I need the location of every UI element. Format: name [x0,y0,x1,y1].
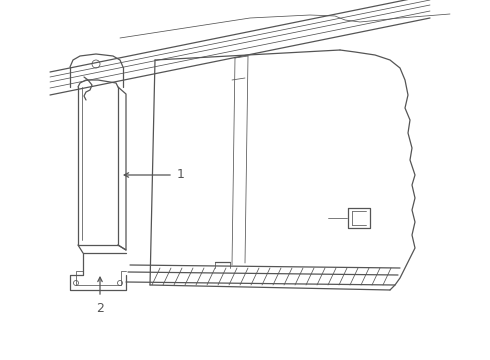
Text: 2: 2 [96,302,104,315]
Text: 1: 1 [177,168,185,181]
